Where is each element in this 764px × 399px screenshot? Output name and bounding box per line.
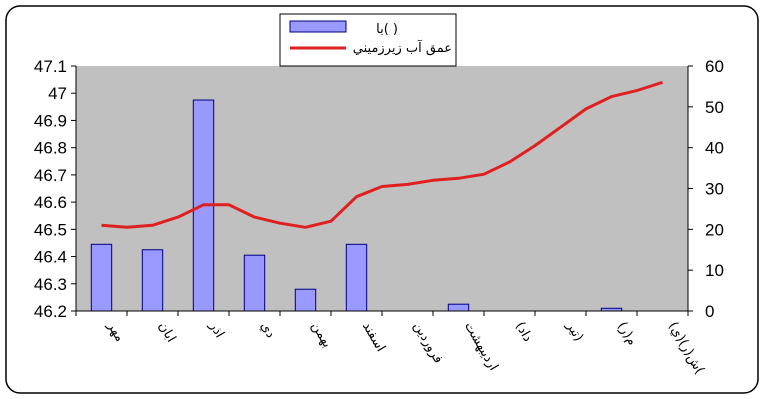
bar-8: [447, 303, 470, 312]
right-tick-label: 0: [705, 302, 714, 321]
category-label-1: مهر: [104, 319, 128, 345]
left-tick-label: 46.2: [34, 302, 67, 321]
right-tick-label: 60: [705, 57, 724, 76]
category-label-8: ارديبهشت: [461, 320, 501, 374]
category-label-11: م(ر): [614, 320, 639, 349]
legend-bar-label: با( ): [376, 22, 398, 37]
legend: با( ) عمق آب زيرزميني: [279, 13, 457, 67]
left-tick-label: 46.5: [34, 220, 67, 239]
left-axis: 46.2 46.3 46.4 46.5 46.6 46.7 46.8 46.9 47 47.1: [34, 57, 77, 321]
left-tick-label: 47.1: [34, 57, 67, 76]
category-label-9: (داد: [512, 320, 535, 345]
bar-1: [90, 243, 113, 312]
right-tick-label: 40: [705, 139, 724, 158]
left-tick-label: 46.4: [34, 248, 67, 267]
category-label-7: فروردين: [410, 320, 446, 367]
legend-bar-swatch: [289, 20, 347, 33]
right-tick-label: 50: [705, 98, 724, 117]
bar-6: [345, 243, 368, 312]
bar-2: [141, 249, 164, 312]
left-tick-label: 46.3: [34, 275, 67, 294]
category-label-5: بهمن: [308, 320, 335, 351]
line-series: [101, 80, 663, 229]
category-label-10: تير): [563, 319, 586, 345]
category-label-12: ش(ر)(ي)(: [665, 320, 707, 377]
right-tick-label: 20: [705, 220, 724, 239]
bar-5: [294, 288, 317, 312]
bar-series: [90, 99, 623, 312]
category-label-6: اسفند: [359, 320, 388, 355]
left-tick-label: 46.7: [34, 166, 67, 185]
left-tick-label: 47: [48, 84, 67, 103]
right-tick-label: 30: [705, 180, 724, 199]
left-tick-label: 46.8: [34, 139, 67, 158]
left-tick-label: 46.6: [34, 193, 67, 212]
bar-4: [243, 254, 266, 312]
left-tick-label: 46.9: [34, 111, 67, 130]
x-axis: مهر ابان اذر دي بهمن اسفند فروردين ارديبهشت (داد…: [75, 310, 707, 377]
category-label-3: اذر: [206, 319, 227, 341]
right-tick-label: 10: [705, 261, 724, 280]
right-axis: 0 10 20 30 40 50 60: [687, 57, 724, 321]
category-label-4: دي: [257, 320, 278, 342]
category-label-2: ابان: [155, 320, 178, 345]
legend-line-label: عمق آب زيرزميني: [353, 39, 452, 56]
plot-area: [76, 66, 688, 311]
